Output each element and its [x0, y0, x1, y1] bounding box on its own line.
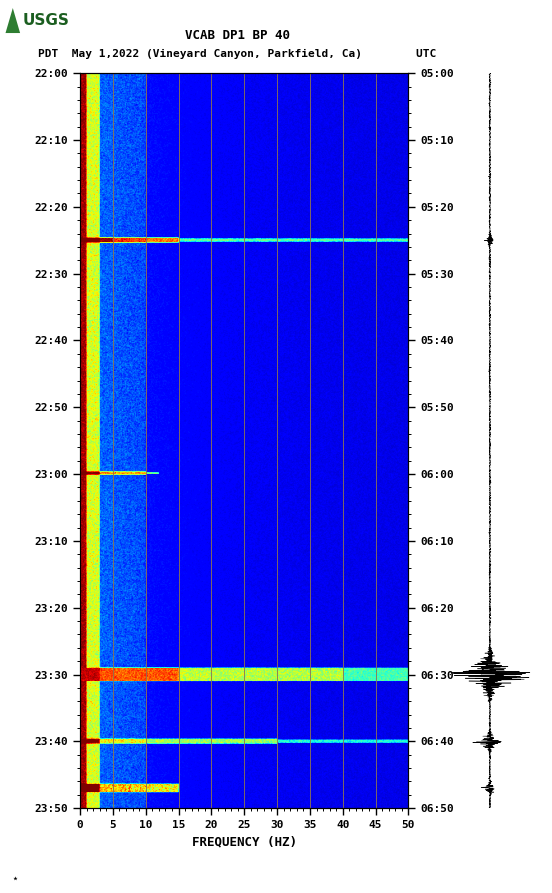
- X-axis label: FREQUENCY (HZ): FREQUENCY (HZ): [192, 836, 297, 848]
- Polygon shape: [6, 8, 20, 33]
- Text: PDT  May 1,2022 (Vineyard Canyon, Parkfield, Ca)        UTC: PDT May 1,2022 (Vineyard Canyon, Parkfie…: [38, 49, 437, 59]
- Text: $\star$: $\star$: [11, 872, 19, 882]
- Text: VCAB DP1 BP 40: VCAB DP1 BP 40: [185, 29, 290, 42]
- Text: USGS: USGS: [23, 13, 70, 28]
